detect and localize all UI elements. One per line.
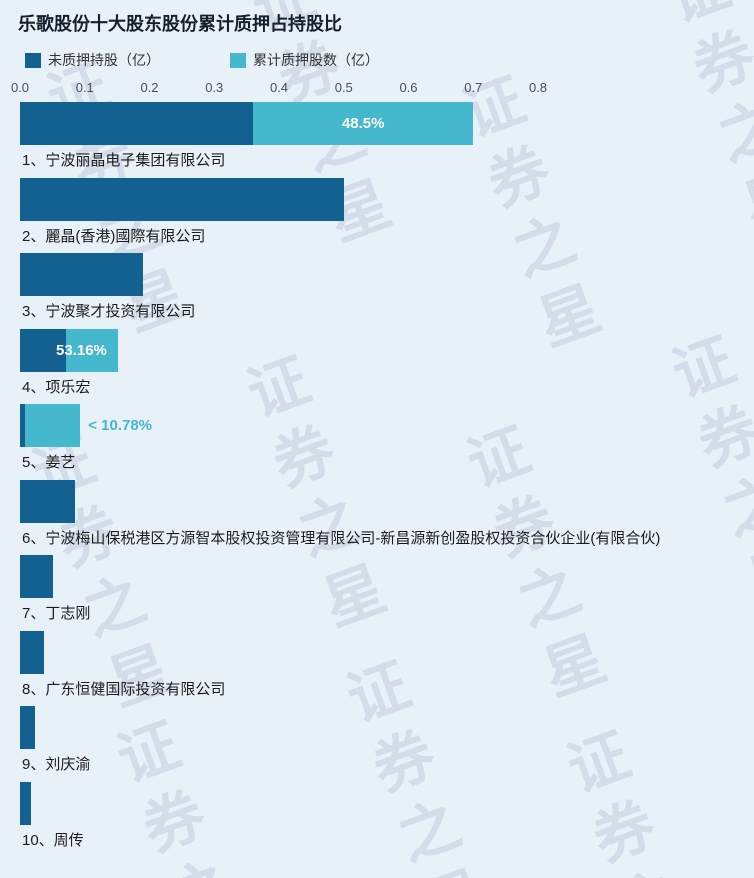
bar-segment-pledged <box>25 404 81 447</box>
bar-segment-unpledged <box>20 404 26 447</box>
shareholder-row: 3、宁波聚才投资有限公司 <box>20 253 734 329</box>
x-axis: 0.0 0.1 0.2 0.3 0.4 0.5 0.6 0.7 0.8 <box>0 80 754 98</box>
legend-swatch-pledged <box>230 52 246 68</box>
pledge-ratio-label: 53.16% <box>56 341 107 359</box>
shareholder-row: 10、周传 <box>20 781 734 858</box>
bar-segment-unpledged <box>20 630 44 674</box>
x-axis-tick: 0.2 <box>140 80 159 95</box>
legend: 未质押持股（亿） 累计质押股数（亿） <box>25 50 379 70</box>
legend-item-unpledged: 未质押持股（亿） <box>25 50 160 70</box>
shareholder-label: 2、麗晶(香港)國際有限公司 <box>22 227 206 245</box>
shareholder-row: 6、宁波梅山保税港区方源智本股权投资管理有限公司-新昌源新创盈股权投资合伙企业(… <box>20 479 734 556</box>
bar-segment-unpledged <box>20 479 76 523</box>
shareholder-row: 48.5% 1、宁波丽晶电子集团有限公司 <box>20 102 734 178</box>
x-axis-tick: 0.0 <box>10 80 30 95</box>
bar-segment-unpledged <box>20 555 54 598</box>
stacked-bar <box>20 253 734 296</box>
bar-segment-unpledged <box>20 328 66 372</box>
shareholder-row: 53.16% 4、项乐宏 <box>20 328 734 405</box>
x-axis-tick: 0.5 <box>334 80 353 95</box>
shareholder-row: < 10.78% 5、姜艺 <box>20 404 734 480</box>
stacked-bar: 48.5% <box>20 102 734 145</box>
bar-segment-pledged <box>65 328 118 372</box>
shareholder-label: 1、宁波丽晶电子集团有限公司 <box>22 152 226 169</box>
chart-title: 乐歌股份十大股东股份累计质押占持股比 <box>18 14 342 34</box>
pledge-ratio-label: 48.5% <box>341 115 385 132</box>
x-axis-tick: 0.4 <box>269 80 289 95</box>
shareholder-label: 9、刘庆渝 <box>22 756 91 773</box>
shareholder-label: 5、姜艺 <box>22 454 76 471</box>
legend-label-pledged: 累计质押股数（亿） <box>253 52 379 68</box>
shareholder-row: 2、麗晶(香港)國際有限公司 <box>20 177 734 254</box>
shareholder-label: 3、宁波聚才投资有限公司 <box>22 303 196 320</box>
stacked-bar <box>20 630 734 674</box>
stacked-bar: < 10.78% <box>20 404 734 447</box>
stacked-bar <box>20 555 734 598</box>
x-axis-tick: 0.6 <box>399 80 418 95</box>
x-axis-tick: 0.7 <box>464 80 483 95</box>
stacked-bar <box>20 706 734 749</box>
shareholder-row: 9、刘庆渝 <box>20 706 734 782</box>
bar-rows: 48.5% 1、宁波丽晶电子集团有限公司 2、麗晶(香港)國際有限公司 3、宁波聚才投… <box>20 102 734 857</box>
bar-segment-unpledged <box>20 102 254 145</box>
bar-segment-unpledged <box>20 177 344 221</box>
shareholder-label: 4、项乐宏 <box>22 378 91 396</box>
bar-segment-unpledged <box>20 781 31 825</box>
stacked-bar <box>20 177 734 221</box>
shareholder-label: 7、丁志刚 <box>22 605 91 622</box>
shareholder-label: 8、广东恒健国际投资有限公司 <box>22 680 226 698</box>
shareholder-row: 8、广东恒健国际投资有限公司 <box>20 630 734 707</box>
legend-swatch-unpledged <box>25 52 41 68</box>
shareholder-label: 10、周传 <box>22 831 84 849</box>
pledge-ratio-label: < 10.78% <box>88 417 153 434</box>
stacked-bar <box>20 781 734 825</box>
legend-label-unpledged: 未质押持股（亿） <box>48 52 160 68</box>
shareholder-row: 7、丁志刚 <box>20 555 734 631</box>
bar-segment-unpledged <box>20 706 35 749</box>
shareholder-label: 6、宁波梅山保税港区方源智本股权投资管理有限公司-新昌源新创盈股权投资合伙企业(… <box>22 529 661 547</box>
bar-segment-pledged <box>253 102 474 145</box>
x-axis-tick: 0.8 <box>528 80 548 95</box>
legend-item-pledged: 累计质押股数（亿） <box>230 50 379 70</box>
bar-segment-unpledged <box>20 253 144 296</box>
x-axis-tick: 0.3 <box>205 80 224 95</box>
x-axis-tick: 0.1 <box>75 80 94 95</box>
stacked-bar <box>20 479 734 523</box>
stacked-bar: 53.16% <box>20 328 734 372</box>
